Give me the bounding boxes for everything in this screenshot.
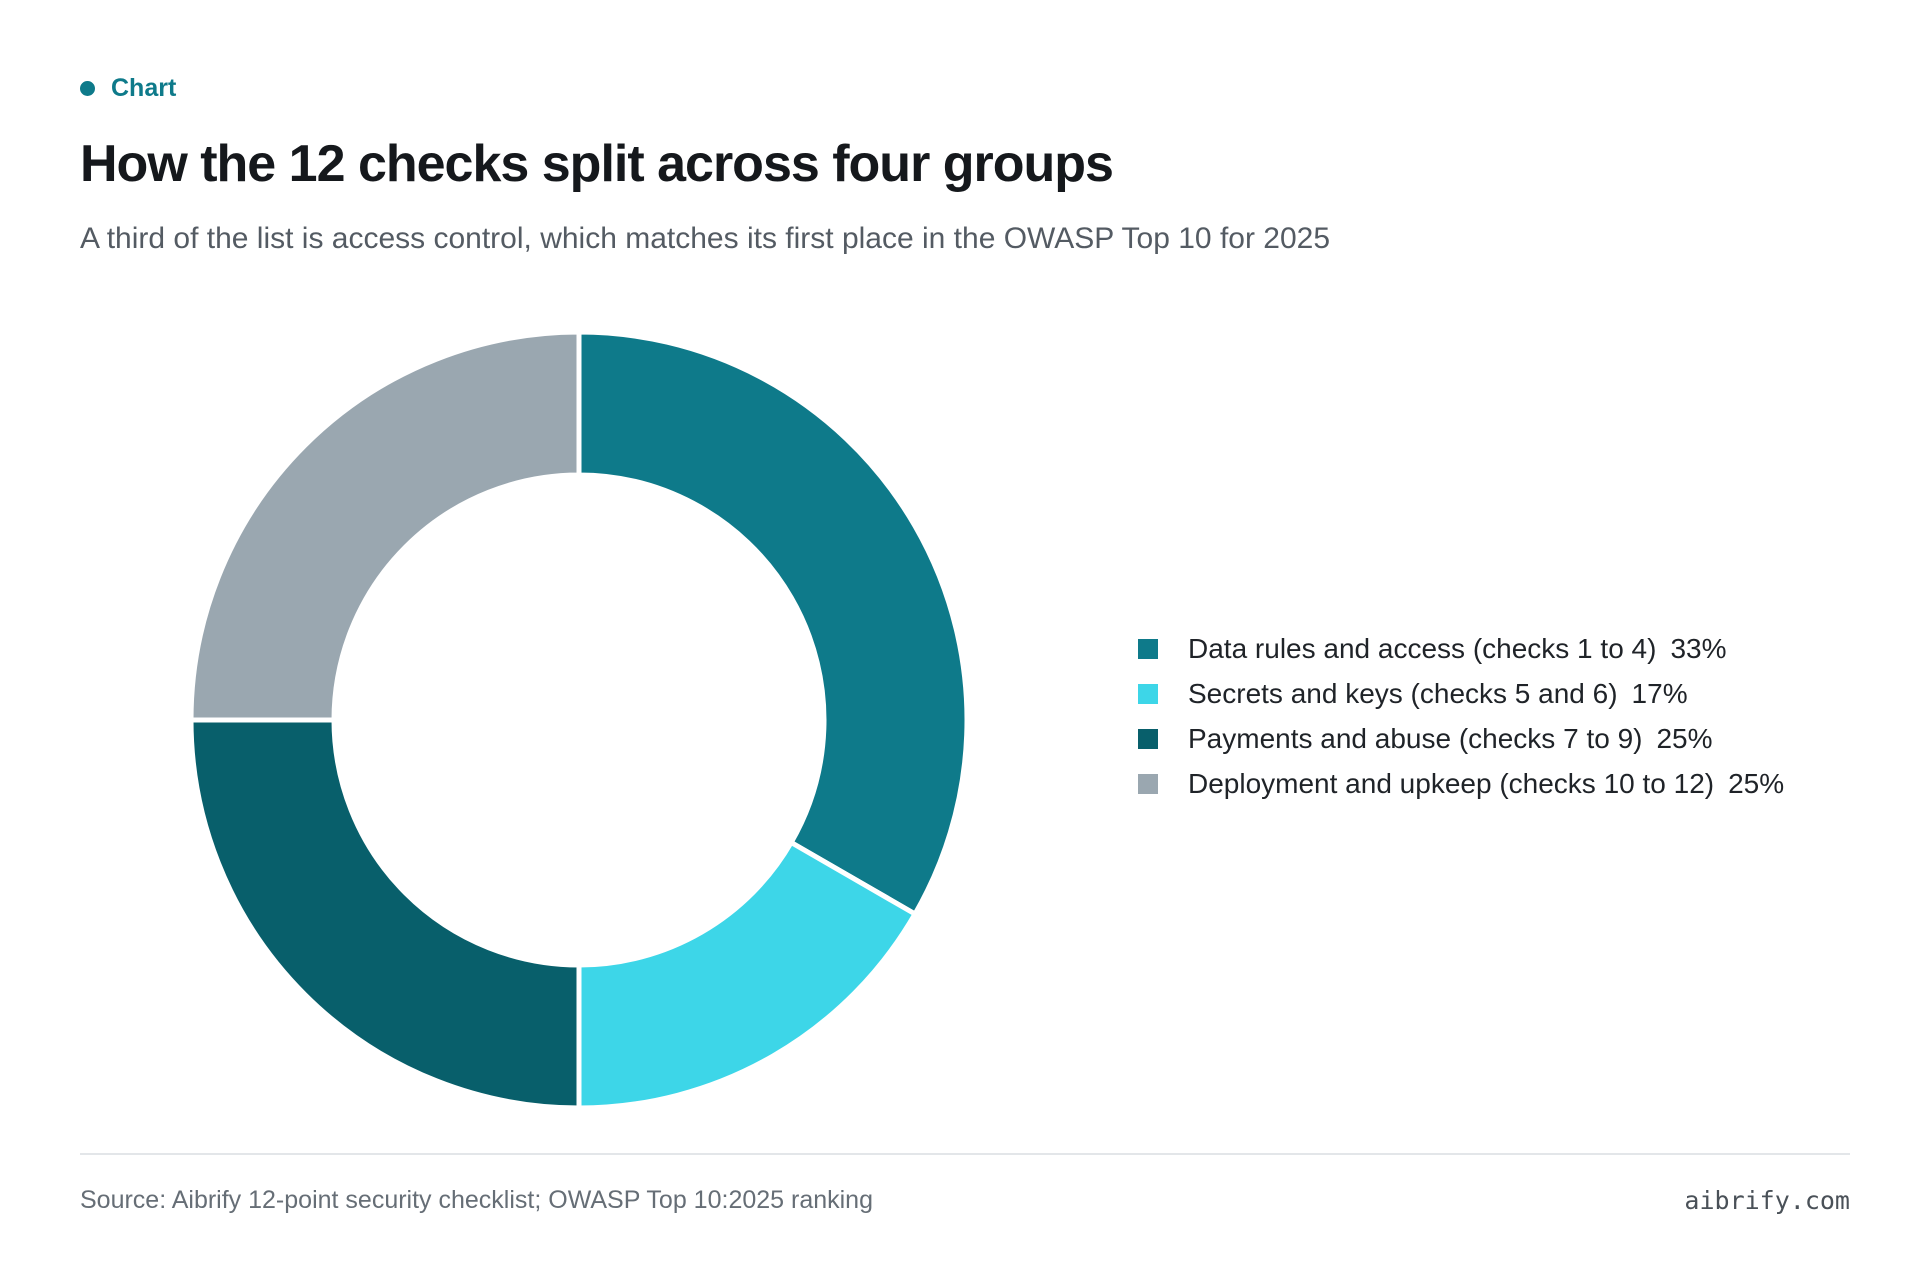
legend-swatch — [1138, 728, 1158, 749]
legend-item: Payments and abuse (checks 7 to 9) 25% — [1138, 716, 1784, 761]
legend-percentage: 25% — [1656, 722, 1713, 754]
donut-slice-3 — [188, 717, 582, 1111]
footer-divider — [80, 1153, 1850, 1155]
eyebrow-dot-icon — [80, 81, 95, 96]
legend-item: Secrets and keys (checks 5 and 6) 17% — [1138, 671, 1784, 716]
legend-label: Secrets and keys (checks 5 and 6) — [1188, 677, 1618, 709]
legend-swatch — [1138, 683, 1158, 704]
legend-percentage: 33% — [1670, 632, 1727, 664]
legend-item: Deployment and upkeep (checks 10 to 12) 2… — [1138, 761, 1784, 806]
eyebrow-label: Chart — [111, 74, 177, 102]
legend-swatch — [1138, 638, 1158, 659]
legend-item: Data rules and access (checks 1 to 4) 33% — [1138, 626, 1784, 671]
legend-percentage: 17% — [1631, 677, 1688, 709]
donut-chart — [188, 329, 970, 1111]
chart-legend: Data rules and access (checks 1 to 4) 33%… — [1138, 626, 1784, 806]
chart-title: How the 12 checks split across four grou… — [80, 135, 1114, 193]
legend-swatch — [1138, 773, 1158, 794]
brand-wordmark: aibrify.com — [1684, 1186, 1850, 1215]
donut-slice-4 — [188, 329, 582, 723]
legend-label: Data rules and access (checks 1 to 4) — [1188, 632, 1657, 664]
legend-label: Deployment and upkeep (checks 10 to 12) — [1188, 767, 1715, 799]
donut-slice-2 — [576, 839, 919, 1111]
donut-slice-1 — [576, 329, 970, 918]
legend-label: Payments and abuse (checks 7 to 9) — [1188, 722, 1643, 754]
legend-percentage: 25% — [1728, 767, 1785, 799]
source-note: Source: Aibrify 12-point security checkl… — [80, 1186, 873, 1214]
chart-eyebrow: Chart — [80, 74, 176, 103]
chart-subtitle: A third of the list is access control, w… — [80, 222, 1331, 255]
